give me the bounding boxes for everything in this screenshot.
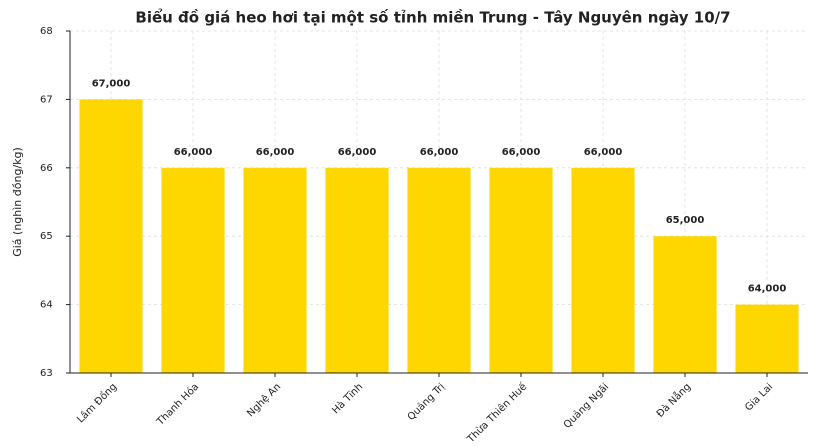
x-tick-label: Gia Lai bbox=[743, 381, 775, 413]
x-tick-label: Thanh Hóa bbox=[154, 381, 202, 429]
x-tick-label: Lâm Đồng bbox=[75, 381, 120, 426]
bar bbox=[161, 167, 225, 373]
bar bbox=[79, 99, 143, 374]
value-label: 66,000 bbox=[420, 147, 459, 158]
bar bbox=[489, 167, 553, 373]
y-tick-label: 65 bbox=[40, 231, 53, 242]
x-tick-label: Quảng Trị bbox=[405, 381, 447, 423]
value-label: 66,000 bbox=[174, 147, 213, 158]
y-tick-label: 67 bbox=[40, 94, 53, 105]
x-tick-label: Quảng Ngãi bbox=[561, 381, 611, 431]
y-tick-label: 64 bbox=[40, 300, 53, 311]
value-label: 64,000 bbox=[748, 284, 787, 295]
y-axis-label: Giá (nghìn đồng/kg) bbox=[11, 147, 24, 257]
y-tick-label: 63 bbox=[40, 368, 53, 379]
value-label: 66,000 bbox=[502, 147, 541, 158]
bar bbox=[735, 304, 799, 373]
bar bbox=[243, 167, 307, 373]
x-tick-label: Thừa Thiên Huế bbox=[464, 380, 530, 446]
bar bbox=[407, 167, 471, 373]
value-label: 66,000 bbox=[338, 147, 377, 158]
bar bbox=[325, 167, 389, 373]
bar bbox=[653, 236, 717, 373]
chart-title: Biểu đồ giá heo hơi tại một số tỉnh miền… bbox=[135, 8, 730, 27]
value-label: 65,000 bbox=[666, 215, 705, 226]
x-tick-label: Hà Tĩnh bbox=[330, 381, 366, 417]
value-label: 67,000 bbox=[92, 78, 131, 89]
x-tick-label: Đà Nẵng bbox=[653, 380, 693, 420]
value-label: 66,000 bbox=[256, 147, 295, 158]
x-tick-label: Nghệ An bbox=[245, 381, 284, 420]
y-tick-label: 66 bbox=[40, 163, 53, 174]
bar bbox=[571, 167, 635, 373]
value-label: 66,000 bbox=[584, 147, 623, 158]
y-tick-label: 68 bbox=[40, 26, 53, 37]
